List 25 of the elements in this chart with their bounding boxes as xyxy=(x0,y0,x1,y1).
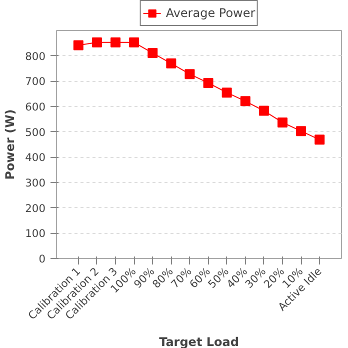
point xyxy=(73,40,84,50)
point xyxy=(129,37,140,48)
point xyxy=(92,37,102,48)
point xyxy=(240,96,250,106)
y-tick-label: 800 xyxy=(25,50,46,63)
point xyxy=(277,117,288,128)
y-tick-label: 200 xyxy=(25,202,46,215)
legend-label: Average Power xyxy=(166,6,256,20)
y-tick-label: 700 xyxy=(25,75,46,88)
y-tick-label: 100 xyxy=(25,227,46,240)
y-tick-label: 600 xyxy=(25,100,46,114)
point xyxy=(314,134,325,145)
y-tick-label: 500 xyxy=(25,126,46,139)
y-tick-label: 300 xyxy=(25,176,46,190)
point xyxy=(166,58,176,68)
point xyxy=(203,78,214,88)
y-tick-label: 0 xyxy=(38,252,46,266)
point xyxy=(296,126,306,136)
point xyxy=(184,69,195,80)
y-axis-title: Power (W) xyxy=(3,109,18,180)
y-tick-label: 400 xyxy=(25,151,46,164)
point xyxy=(110,37,121,48)
point xyxy=(222,88,232,98)
point xyxy=(258,106,269,116)
point xyxy=(148,48,158,58)
